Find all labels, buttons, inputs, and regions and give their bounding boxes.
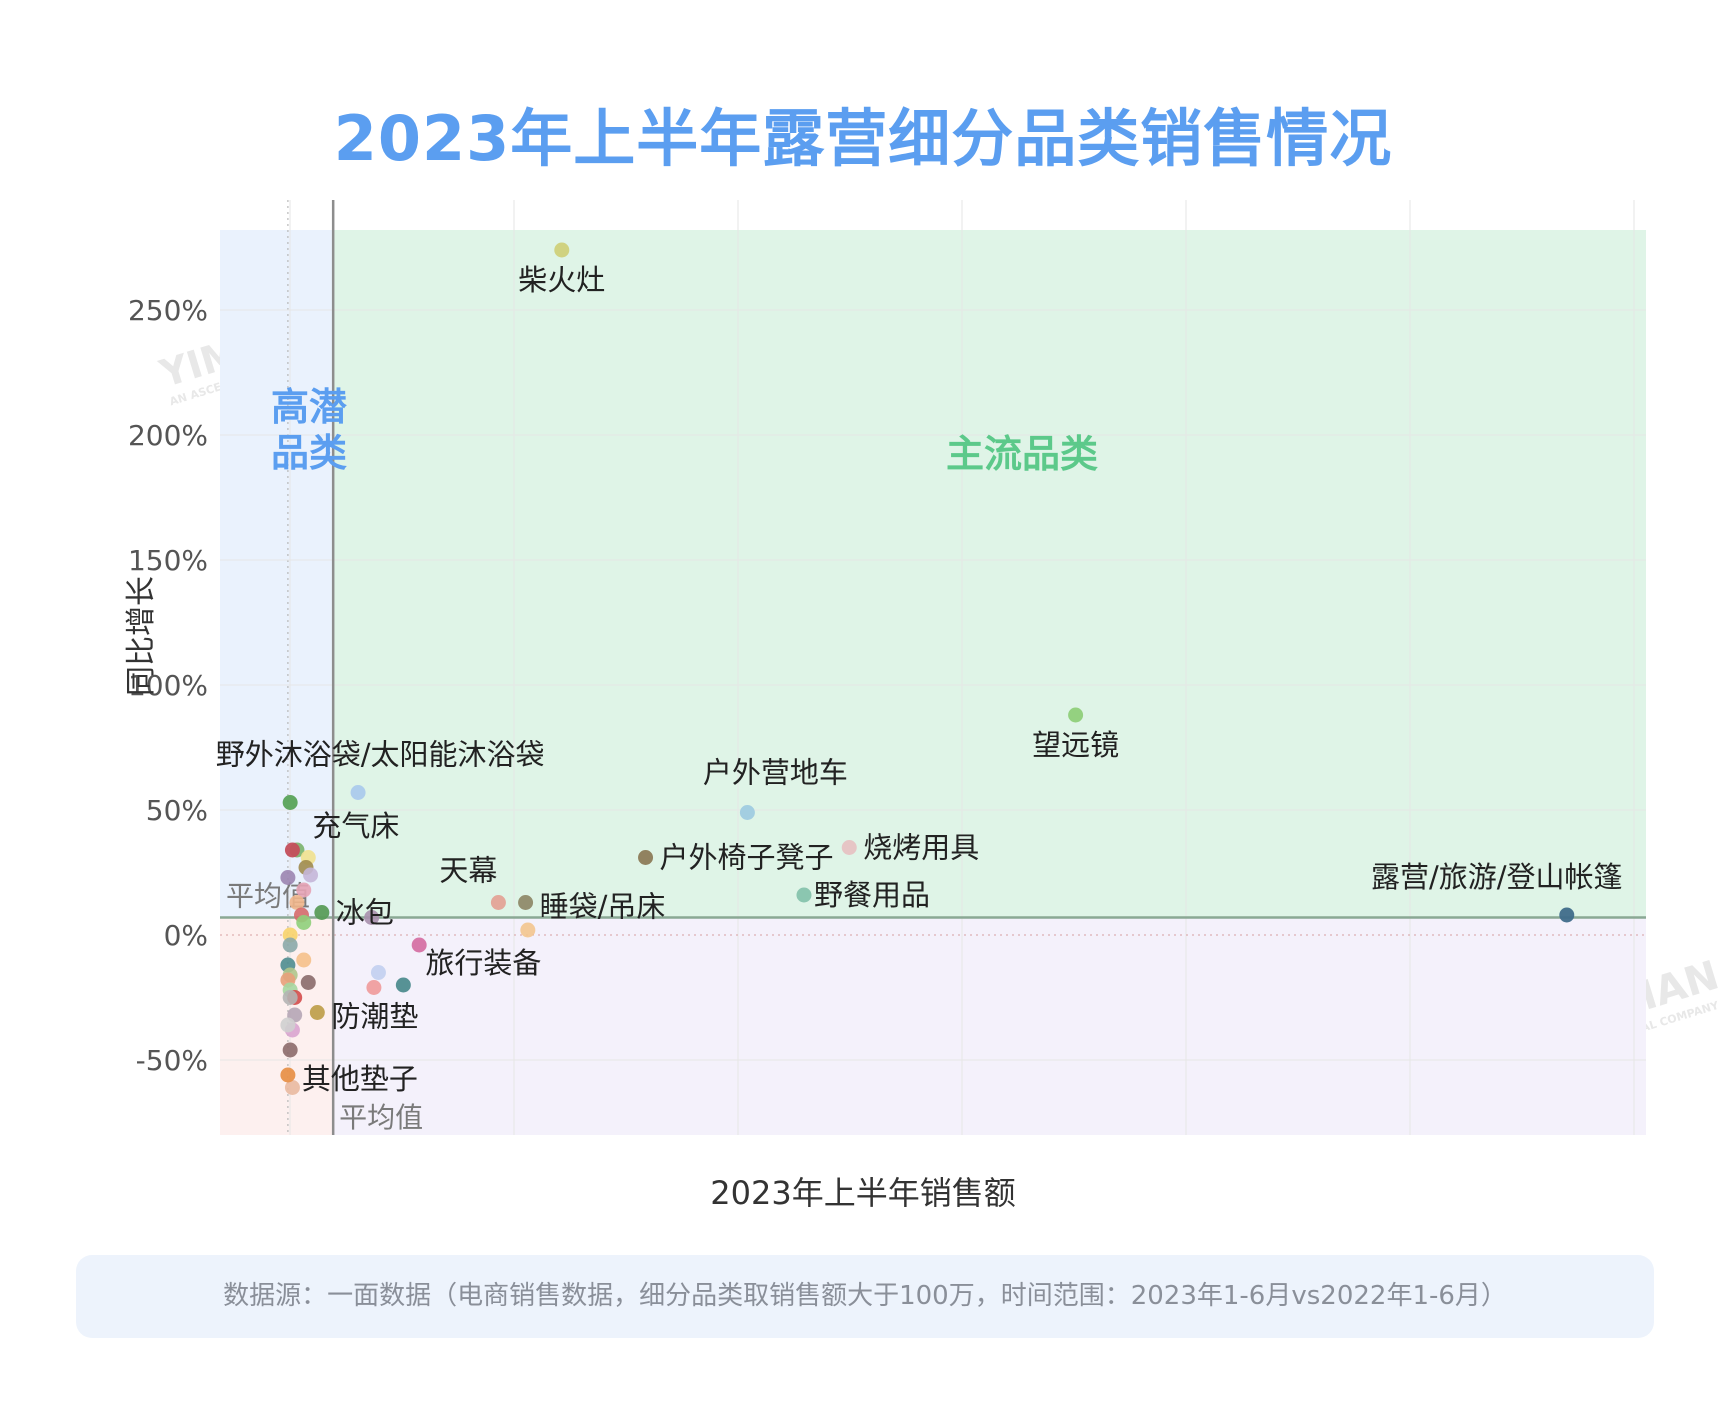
data-point-labeled	[1559, 907, 1575, 923]
data-point	[370, 965, 386, 980]
data-point-labeled	[1068, 707, 1084, 723]
quadrant-top-left	[220, 230, 334, 918]
data-point	[411, 937, 427, 953]
data-point	[296, 952, 312, 968]
data-point-labeled	[518, 895, 534, 910]
quadrant-top-right	[333, 230, 1647, 918]
data-label: 充气床	[312, 809, 399, 843]
data-label: 其他垫子	[302, 1062, 418, 1096]
data-point	[350, 785, 366, 800]
data-point	[300, 975, 316, 990]
data-label: 露营/旅游/登山帐篷	[1371, 860, 1623, 894]
data-label: 旅行装备	[425, 946, 541, 980]
data-point	[282, 990, 298, 1005]
data-point	[303, 867, 319, 883]
data-label: 野餐用品	[814, 878, 930, 912]
data-point	[296, 915, 312, 930]
data-label: 户外椅子凳子	[660, 841, 834, 875]
quadrant-label-high-potential: 高潜	[271, 385, 347, 429]
y-tick-label: -50%	[136, 1044, 208, 1077]
x-average-label: 平均值	[339, 1101, 423, 1134]
data-point-labeled	[796, 887, 812, 903]
data-label: 睡袋/吊床	[540, 890, 666, 924]
data-point	[282, 937, 298, 953]
data-point	[280, 870, 296, 885]
data-point-labeled	[395, 977, 411, 993]
data-point	[366, 980, 382, 995]
data-point-labeled	[284, 842, 300, 858]
quadrant-label-mainstream: 主流品类	[946, 432, 1098, 476]
x-axis-label: 2023年上半年销售额	[710, 1174, 1016, 1212]
data-point-labeled	[554, 242, 570, 258]
data-label: 野外沐浴袋/太阳能沐浴袋	[216, 738, 545, 772]
data-point	[289, 895, 305, 910]
data-label: 柴火灶	[518, 263, 605, 297]
quadrant-label-high-potential: 品类	[271, 431, 347, 475]
data-label: 天幕	[439, 854, 497, 888]
y-tick-label: 200%	[128, 419, 208, 452]
data-point-labeled	[638, 850, 654, 865]
y-tick-label: 150%	[128, 544, 208, 577]
y-axis-label: 同比增长	[124, 576, 159, 696]
data-point	[282, 1042, 298, 1058]
chart-title: 2023年上半年露营细分品类销售情况	[333, 102, 1393, 175]
data-label: 冰包	[336, 896, 394, 930]
data-point	[284, 1080, 300, 1095]
data-point	[280, 1017, 296, 1033]
data-point	[364, 910, 380, 925]
data-point-labeled	[309, 1005, 325, 1020]
data-point-labeled	[739, 805, 755, 820]
data-point-labeled	[490, 895, 506, 910]
data-source-note: 数据源：一面数据（电商销售数据，细分品类取销售额大于100万，时间范围：2023…	[76, 1255, 1654, 1338]
y-tick-label: 50%	[146, 794, 208, 827]
data-label: 烧烤用具	[863, 831, 979, 865]
y-tick-label: 100%	[128, 669, 208, 702]
data-point-labeled	[314, 905, 330, 920]
data-point-labeled	[280, 1067, 296, 1083]
y-tick-label: 250%	[128, 294, 208, 327]
data-point-labeled	[282, 795, 298, 810]
quadrant-bottom-left	[220, 917, 334, 1135]
data-point-labeled	[841, 840, 857, 855]
data-point	[296, 882, 312, 898]
data-label: 户外营地车	[703, 756, 848, 790]
y-tick-label: 0%	[164, 919, 208, 952]
data-point	[520, 922, 536, 938]
data-label: 望远镜	[1032, 728, 1119, 762]
quadrant-bottom-right	[333, 917, 1647, 1135]
data-label: 防潮垫	[331, 1000, 418, 1034]
